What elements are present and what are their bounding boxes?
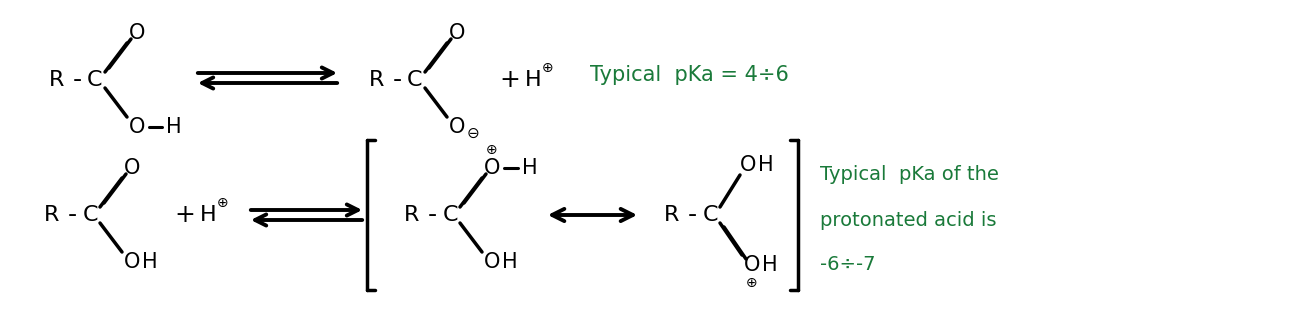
Text: O: O: [744, 255, 760, 275]
Text: ⊕: ⊕: [487, 143, 498, 157]
Text: H: H: [522, 158, 538, 178]
Text: O: O: [449, 23, 466, 43]
Text: Typical  pKa of the: Typical pKa of the: [820, 165, 999, 184]
Text: Typical  pKa = 4÷6: Typical pKa = 4÷6: [590, 65, 789, 85]
Text: O: O: [484, 158, 500, 178]
Text: H: H: [200, 205, 216, 225]
Text: R: R: [50, 70, 64, 90]
Text: protonated acid is: protonated acid is: [820, 211, 997, 230]
Text: R: R: [369, 70, 385, 90]
Text: C: C: [442, 205, 458, 225]
Text: +: +: [500, 68, 521, 92]
Text: C: C: [82, 205, 98, 225]
Text: ⊕: ⊕: [543, 61, 553, 75]
Text: -6÷-7: -6÷-7: [820, 255, 875, 275]
Text: H: H: [166, 117, 182, 137]
Text: R: R: [404, 205, 420, 225]
Text: -: -: [688, 203, 697, 227]
Text: C: C: [702, 205, 718, 225]
Text: O: O: [740, 155, 756, 175]
Text: ⊕: ⊕: [746, 276, 757, 290]
Text: O: O: [449, 117, 466, 137]
Text: O: O: [124, 252, 140, 272]
Text: R: R: [664, 205, 680, 225]
Text: -: -: [68, 203, 77, 227]
Text: O: O: [484, 252, 500, 272]
Text: H: H: [763, 255, 778, 275]
Text: H: H: [759, 155, 774, 175]
Text: O: O: [128, 117, 145, 137]
Text: +: +: [174, 203, 195, 227]
Text: ⊖: ⊖: [467, 126, 479, 141]
Text: R: R: [44, 205, 60, 225]
Text: C: C: [407, 70, 422, 90]
Text: H: H: [143, 252, 158, 272]
Text: C: C: [88, 70, 103, 90]
Text: ⊕: ⊕: [217, 196, 229, 210]
Text: -: -: [72, 68, 81, 92]
Text: O: O: [128, 23, 145, 43]
Text: H: H: [502, 252, 518, 272]
Text: -: -: [428, 203, 437, 227]
Text: O: O: [124, 158, 140, 178]
Text: H: H: [525, 70, 542, 90]
Text: -: -: [392, 68, 402, 92]
